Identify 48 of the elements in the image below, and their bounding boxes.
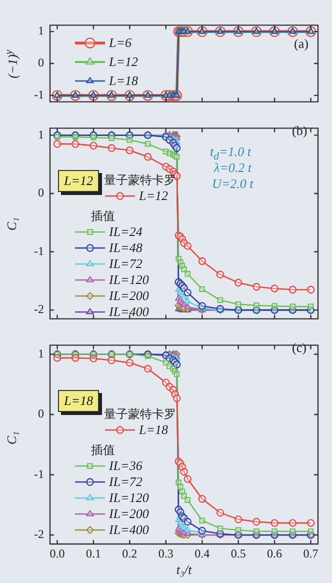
legend-label: L=6	[109, 34, 132, 50]
x-tick-label: 0.1	[86, 546, 101, 560]
y-tick-label: -1	[34, 244, 44, 258]
annotation: t$_{d}$=1.0 t	[210, 144, 251, 163]
x-tick-label: 0.0	[50, 546, 65, 560]
legend-label: L=18	[109, 72, 138, 88]
x-tick-label: 0.2	[122, 546, 138, 560]
legend-label: IL=24	[109, 224, 142, 240]
annotation: L=12	[58, 170, 100, 192]
x-tick-label: 0.3	[158, 546, 174, 560]
legend-label: IL=120	[109, 490, 149, 506]
legend-label: IL=120	[109, 272, 149, 288]
legend-label: IL=72	[109, 256, 142, 272]
y-tick-label: -1	[34, 466, 44, 481]
y-tick-label: 0	[38, 186, 44, 200]
x-axis-title: t₃/t	[176, 562, 192, 578]
legend-label: IL=400	[109, 522, 149, 538]
legend-label: L=18	[139, 422, 168, 438]
annotation: (a)	[294, 36, 308, 52]
x-tick-label: 0.4	[194, 546, 210, 560]
y-tick-label: 1	[38, 24, 44, 38]
y-axis-title: C₁	[4, 431, 20, 445]
legend-label: IL=48	[109, 240, 142, 256]
annotation: 量子蒙特卡罗	[104, 173, 176, 187]
legend-label: IL=200	[109, 506, 149, 522]
y-axis-title: C₁	[4, 216, 20, 230]
annotation: U=2.0 t	[212, 176, 254, 192]
legend-label: L=12	[139, 188, 168, 204]
annotation: 插值	[90, 208, 116, 224]
legend-label: IL=72	[109, 474, 142, 490]
y-tick-label: -2	[34, 527, 44, 542]
annotation: L=18	[58, 390, 100, 412]
legend-label: IL=400	[109, 304, 149, 320]
legend-label: IL=200	[109, 288, 149, 304]
x-tick-label: 0.7	[303, 546, 318, 560]
legend-label: L=12	[109, 54, 138, 70]
y-tick-label: -1	[34, 88, 44, 102]
x-tick-label: 0.6	[267, 546, 282, 560]
legend-label: IL=36	[109, 458, 142, 474]
y-tick-label: 0	[38, 56, 44, 70]
annotation: 量子蒙特卡罗	[104, 407, 176, 421]
y-tick-label: 1	[38, 127, 44, 142]
y-tick-label: 1	[38, 346, 44, 360]
x-tick-label: 0.5	[230, 546, 246, 560]
y-tick-label: -2	[34, 302, 44, 316]
annotation: λ=0.2 t	[214, 160, 252, 176]
y-tick-label: 0	[38, 406, 44, 421]
annotation: 插值	[90, 442, 116, 458]
